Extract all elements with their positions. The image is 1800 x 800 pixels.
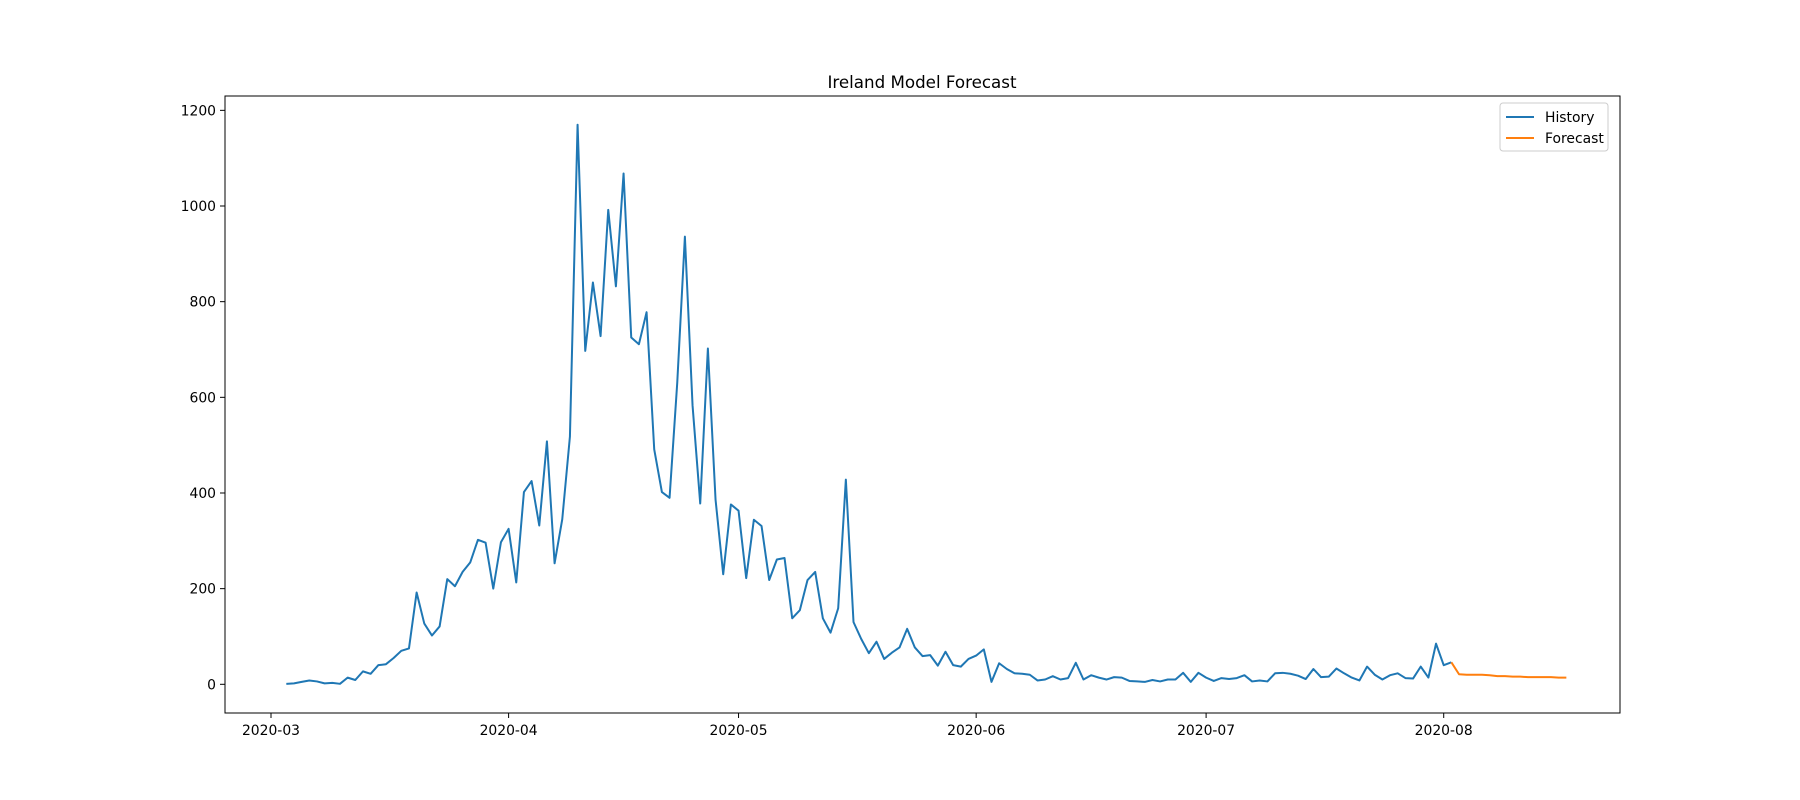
y-tick-label: 1200: [181, 103, 216, 119]
x-tick-label: 2020-07: [1177, 723, 1235, 739]
series-line-history: [286, 123, 1452, 685]
series-history: [286, 123, 1452, 685]
legend-item-forecast: Forecast: [1506, 131, 1604, 147]
x-tick-label: 2020-05: [710, 723, 768, 739]
series-line-forecast: [1450, 661, 1567, 679]
y-tick-label: 400: [189, 486, 216, 502]
axes-frame: [224, 95, 1621, 714]
legend: History Forecast: [1499, 102, 1609, 152]
chart-title: Ireland Model Forecast: [827, 72, 1016, 92]
x-tick-label: 2020-08: [1415, 723, 1473, 739]
legend-label: Forecast: [1545, 131, 1604, 147]
plot-lines: [286, 123, 1567, 685]
x-tick-label: 2020-04: [480, 723, 538, 739]
legend-label: History: [1545, 110, 1594, 126]
y-tick-label: 200: [189, 582, 216, 598]
legend-item-history: History: [1506, 110, 1594, 126]
y-axis: 0 200 400 600 800 1000 1200: [181, 103, 225, 693]
x-axis: 2020-03 2020-04 2020-05 2020-06 2020-07 2020-…: [242, 713, 1473, 739]
x-tick-label: 2020-06: [947, 723, 1005, 739]
series-forecast: [1450, 661, 1567, 679]
y-tick-label: 1000: [181, 199, 216, 215]
y-tick-label: 0: [207, 677, 216, 693]
y-tick-label: 800: [189, 295, 216, 311]
x-tick-label: 2020-03: [242, 723, 300, 739]
y-tick-label: 600: [189, 390, 216, 406]
